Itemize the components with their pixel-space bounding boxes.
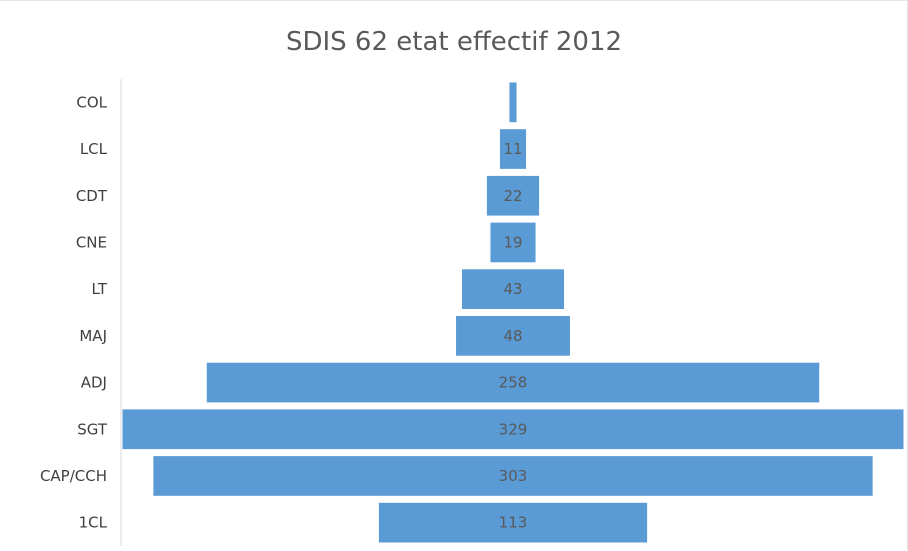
data-label: 258 bbox=[499, 374, 528, 392]
category-label: CNE bbox=[76, 233, 107, 251]
bar bbox=[122, 409, 904, 450]
bar bbox=[509, 82, 517, 123]
category-label: CDT bbox=[76, 187, 108, 205]
bar bbox=[461, 269, 565, 309]
data-label: 43 bbox=[503, 280, 522, 298]
bar bbox=[153, 456, 873, 496]
category-label: LCL bbox=[80, 140, 108, 158]
data-label: 113 bbox=[499, 514, 528, 532]
data-label: 22 bbox=[503, 187, 522, 205]
bar bbox=[378, 502, 648, 543]
data-label: 329 bbox=[499, 420, 528, 438]
data-label: 303 bbox=[499, 467, 528, 485]
bar bbox=[206, 362, 820, 403]
category-label: ADJ bbox=[81, 374, 107, 392]
data-label: 19 bbox=[503, 233, 522, 251]
bar bbox=[456, 316, 570, 356]
bar bbox=[499, 129, 527, 169]
category-label: CAP/CCH bbox=[40, 467, 107, 485]
bar bbox=[490, 222, 536, 263]
category-label: LT bbox=[92, 280, 108, 298]
category-label: MAJ bbox=[79, 327, 107, 345]
category-label: SGT bbox=[77, 420, 108, 438]
data-label: 11 bbox=[503, 140, 522, 158]
data-label: 48 bbox=[503, 327, 522, 345]
chart-title: SDIS 62 etat effectif 2012 bbox=[285, 27, 623, 57]
category-label: COL bbox=[76, 93, 107, 111]
bar bbox=[486, 175, 540, 216]
category-label: 1CL bbox=[79, 514, 108, 532]
